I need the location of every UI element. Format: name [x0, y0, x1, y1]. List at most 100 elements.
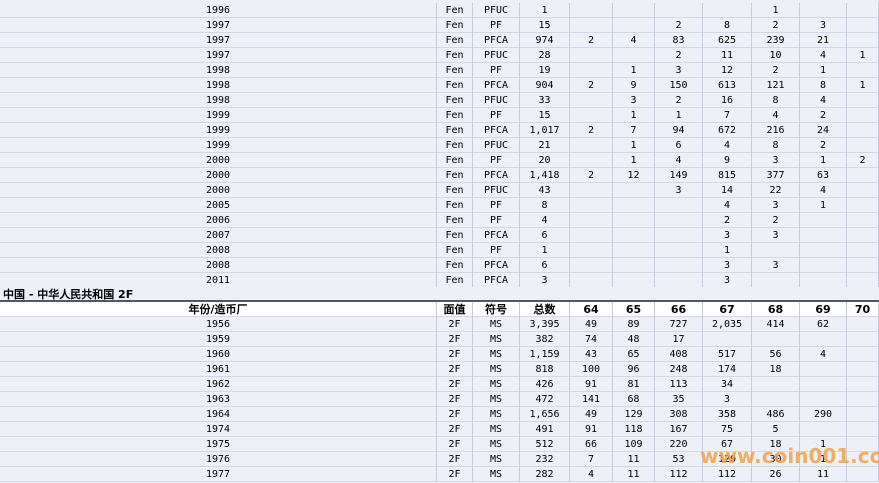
- cell: 512: [520, 437, 570, 452]
- cell: [800, 258, 847, 273]
- cell: [570, 48, 613, 63]
- cell: [752, 332, 800, 347]
- cell: 26: [752, 467, 800, 482]
- cell: 1977: [0, 467, 437, 482]
- cell: 167: [655, 422, 703, 437]
- cell: 4: [520, 213, 570, 228]
- cell: 2F: [437, 437, 473, 452]
- cell: [847, 273, 879, 288]
- cell: 4: [800, 347, 847, 362]
- cell: [800, 228, 847, 243]
- cell: 68: [752, 302, 800, 317]
- cell: 1996: [0, 3, 437, 18]
- cell: 7: [570, 452, 613, 467]
- cell: [800, 392, 847, 407]
- cell: 1: [520, 3, 570, 18]
- cell: 1: [800, 153, 847, 168]
- cell: [847, 138, 879, 153]
- cell: PFCA: [473, 168, 520, 183]
- cell: 4: [703, 198, 752, 213]
- cell: PF: [473, 63, 520, 78]
- cell: 15: [520, 108, 570, 123]
- cell: [613, 228, 655, 243]
- cell: 220: [655, 437, 703, 452]
- cell: [613, 273, 655, 288]
- cell: [800, 273, 847, 288]
- table-row: 1997 Fen PF 15 2 8 2 3: [0, 18, 879, 33]
- cell: 4: [570, 467, 613, 482]
- cell: 2F: [437, 317, 473, 332]
- cell: 8: [752, 93, 800, 108]
- cell: 1: [800, 437, 847, 452]
- cell: 4: [655, 153, 703, 168]
- table-row: 2000 Fen PFUC 43 3 14 22 4: [0, 183, 879, 198]
- cell: PF: [473, 243, 520, 258]
- table-row: 1999 Fen PFUC 21 1 6 4 8 2: [0, 138, 879, 153]
- cell: 4: [613, 33, 655, 48]
- cell: MS: [473, 467, 520, 482]
- cell: [847, 377, 879, 392]
- cell: 91: [570, 422, 613, 437]
- cell: 1: [703, 243, 752, 258]
- cell: [570, 3, 613, 18]
- cell: 358: [703, 407, 752, 422]
- cell: 118: [613, 422, 655, 437]
- cell: 1964: [0, 407, 437, 422]
- cell: PFCA: [473, 123, 520, 138]
- table-row: 2000 Fen PF 20 1 4 9 3 1 2: [0, 153, 879, 168]
- cell: [752, 243, 800, 258]
- cell: MS: [473, 407, 520, 422]
- cell: PFUC: [473, 183, 520, 198]
- cell: 7: [703, 108, 752, 123]
- table-row: 1961 2F MS 818 100 96 248 174 18: [0, 362, 879, 377]
- cell: 2006: [0, 213, 437, 228]
- cell: Fen: [437, 183, 473, 198]
- cell: 815: [703, 168, 752, 183]
- cell: 1,159: [520, 347, 570, 362]
- cell: PFUC: [473, 93, 520, 108]
- cell: Fen: [437, 33, 473, 48]
- cell: Fen: [437, 153, 473, 168]
- cell: 239: [752, 33, 800, 48]
- cell: 21: [520, 138, 570, 153]
- cell: [613, 213, 655, 228]
- cell: 290: [800, 407, 847, 422]
- cell: 2: [570, 33, 613, 48]
- cell: 4: [703, 138, 752, 153]
- cell: 4: [800, 93, 847, 108]
- cell: 112: [655, 467, 703, 482]
- cell: [570, 258, 613, 273]
- cell: 83: [655, 33, 703, 48]
- cell: [752, 392, 800, 407]
- cell: Fen: [437, 228, 473, 243]
- cell: [570, 63, 613, 78]
- cell: 248: [655, 362, 703, 377]
- cell: MS: [473, 347, 520, 362]
- cell: 24: [800, 123, 847, 138]
- cell: [613, 48, 655, 63]
- cell: [613, 198, 655, 213]
- cell: 22: [752, 183, 800, 198]
- cell: Fen: [437, 243, 473, 258]
- cell: 8: [800, 78, 847, 93]
- cell: 2011: [0, 273, 437, 288]
- cell: [847, 467, 879, 482]
- cell: 11: [613, 467, 655, 482]
- cell: 2F: [437, 377, 473, 392]
- cell: 1959: [0, 332, 437, 347]
- table-row: 2000 Fen PFCA 1,418 2 12 149 815 377 63: [0, 168, 879, 183]
- cell: 18: [752, 437, 800, 452]
- cell: 2F: [437, 332, 473, 347]
- cell: 年份/造币厂: [0, 302, 437, 317]
- cell: PF: [473, 213, 520, 228]
- cell: [847, 332, 879, 347]
- cell: 18: [752, 362, 800, 377]
- cell: 1,017: [520, 123, 570, 138]
- cell: [847, 108, 879, 123]
- cell: [570, 213, 613, 228]
- cell: 2000: [0, 153, 437, 168]
- cell: 1975: [0, 437, 437, 452]
- cell: [570, 138, 613, 153]
- cell: 81: [613, 377, 655, 392]
- cell: 43: [520, 183, 570, 198]
